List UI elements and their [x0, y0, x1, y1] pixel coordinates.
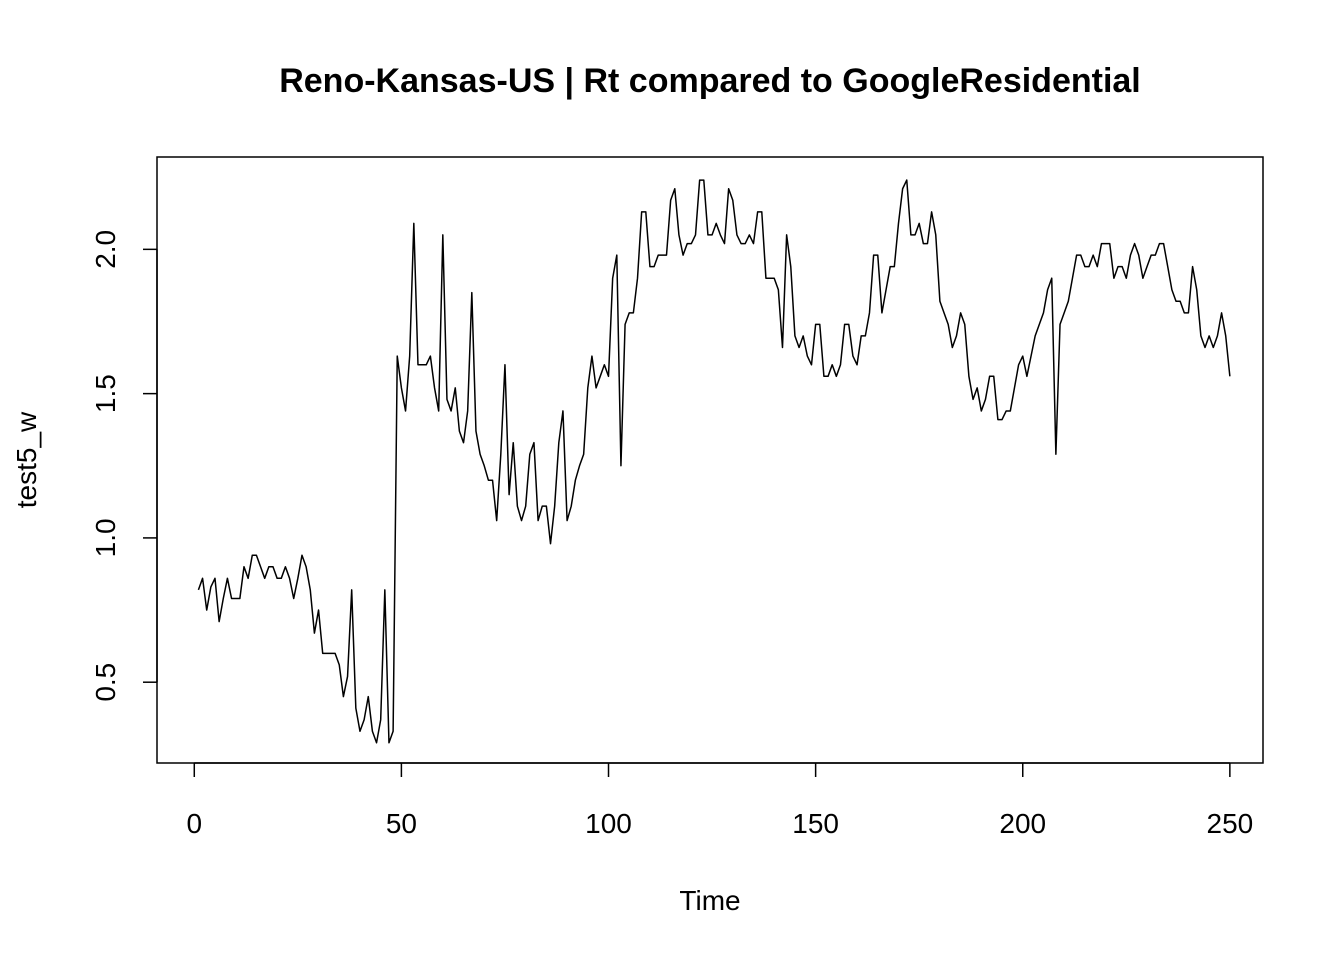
x-tick-label: 0	[186, 808, 202, 839]
plot-frame	[156, 156, 1264, 764]
x-axis: 0 50 100 150 200 250	[186, 762, 1254, 839]
x-tick-label: 150	[792, 808, 839, 839]
x-tick-label: 250	[1207, 808, 1254, 839]
series-line	[197, 179, 1231, 744]
y-axis-label: test5_w	[11, 411, 42, 508]
y-tick-label: 0.5	[90, 663, 121, 702]
x-tick-label: 50	[386, 808, 417, 839]
y-tick-label: 2.0	[90, 230, 121, 269]
y-tick-label: 1.0	[90, 518, 121, 557]
x-tick-label: 200	[999, 808, 1046, 839]
x-axis-label: Time	[679, 885, 740, 916]
y-tick-label: 1.5	[90, 374, 121, 413]
y-axis: 0.5 1.0 1.5 2.0	[90, 230, 158, 702]
x-tick-label: 100	[585, 808, 632, 839]
chart-title: Reno-Kansas-US | Rt compared to GoogleRe…	[279, 62, 1141, 100]
